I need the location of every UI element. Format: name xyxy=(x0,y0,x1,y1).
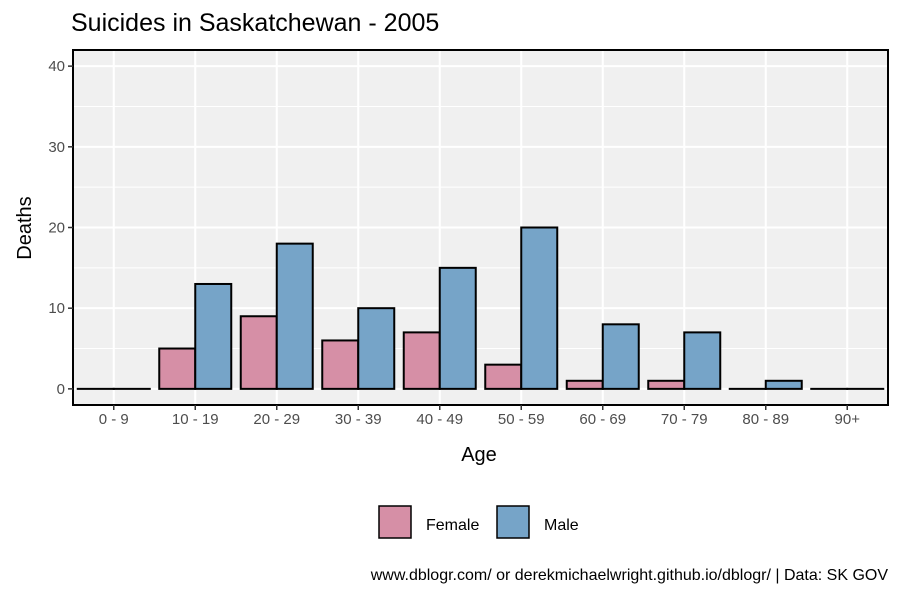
y-tick-label: 30 xyxy=(48,139,65,156)
x-tick-label: 60 - 69 xyxy=(579,411,626,428)
bar-female-2 xyxy=(239,315,278,390)
x-axis-title: Age xyxy=(461,444,497,466)
x-tick-label: 20 - 29 xyxy=(253,411,300,428)
y-tick-label: 20 xyxy=(48,220,65,237)
y-axis: 0 10 20 30 40 xyxy=(48,58,73,398)
bar-female-5 xyxy=(484,363,523,390)
caption: www.dblogr.com/ or derekmichaelwright.gi… xyxy=(370,567,889,584)
x-tick-label: 50 - 59 xyxy=(498,411,545,428)
bar-male-6 xyxy=(601,323,640,390)
x-tick-label: 80 - 89 xyxy=(742,411,789,428)
bar-male-4 xyxy=(438,266,477,390)
bar-male-7 xyxy=(683,331,722,390)
bar-female-7 xyxy=(647,379,686,390)
x-tick-label: 40 - 49 xyxy=(416,411,463,428)
chart-title: Suicides in Saskatchewan - 2005 xyxy=(71,9,439,37)
bar-male-8 xyxy=(764,379,803,390)
bar-male-5 xyxy=(520,226,559,390)
bar-male-2 xyxy=(275,242,314,390)
legend-key-male xyxy=(496,505,530,539)
bar-female-1 xyxy=(158,347,197,390)
bars xyxy=(76,226,885,390)
legend-label-female: Female xyxy=(426,517,479,534)
legend-label-male: Male xyxy=(544,517,579,534)
x-tick-label: 10 - 19 xyxy=(172,411,219,428)
bar-female-3 xyxy=(321,339,360,390)
x-tick-label: 90+ xyxy=(835,411,861,428)
x-tick-label: 70 - 79 xyxy=(661,411,708,428)
x-tick-label: 0 - 9 xyxy=(99,411,129,428)
x-tick-label: 30 - 39 xyxy=(335,411,382,428)
bar-female-6 xyxy=(565,379,604,390)
legend: Female Male xyxy=(378,505,579,539)
bar-male-1 xyxy=(194,282,233,390)
y-tick-label: 0 xyxy=(57,381,65,398)
bar-female-4 xyxy=(402,331,441,390)
y-tick-label: 10 xyxy=(48,300,65,317)
legend-key-female xyxy=(378,505,412,539)
x-axis: 0 - 9 10 - 19 20 - 29 30 - 39 40 - 49 50 - 59… xyxy=(99,405,860,428)
y-axis-title: Deaths xyxy=(14,196,36,259)
bar-male-3 xyxy=(357,307,396,390)
y-tick-label: 40 xyxy=(48,58,65,75)
